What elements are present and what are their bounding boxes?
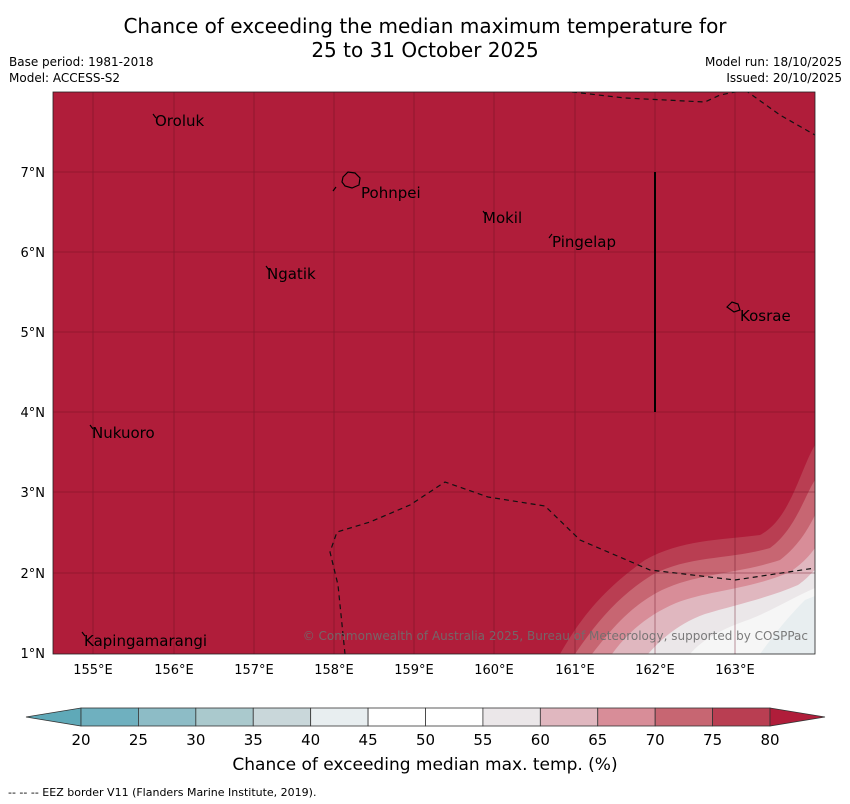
colorbar-tick-label: 40 [301, 731, 320, 749]
colorbar-bin [482, 707, 541, 727]
colorbar-bin [252, 707, 312, 727]
colorbar-bin [80, 707, 139, 727]
colorbar-bins [80, 707, 771, 727]
map-frame [52, 91, 816, 655]
model-name: Model: ACCESS-S2 [9, 71, 121, 85]
lon-label: 160°E [474, 663, 514, 678]
colorbar-bin [654, 707, 713, 727]
colorbar-tick-label: 75 [703, 731, 722, 749]
eez-borders [329, 92, 815, 654]
colorbar-bin [138, 707, 197, 727]
colorbar-bin [310, 707, 369, 727]
lat-label: 7°N [21, 166, 46, 181]
colorbar-tick-label: 45 [359, 731, 378, 749]
colorbar-bin [539, 707, 599, 727]
colorbar-tick-label: 55 [473, 731, 492, 749]
islands [81, 113, 741, 637]
label-mokil: Mokil [483, 209, 522, 227]
colorbar-title: Chance of exceeding median max. temp. (%… [232, 755, 618, 775]
lon-axis: 155°E 156°E 157°E 158°E 159°E 160°E 161°… [73, 663, 755, 678]
lat-label: 6°N [21, 246, 46, 261]
place-labels: Oroluk Pohnpei Mokil Pingelap Ngatik Kos… [84, 112, 791, 650]
colorbar-ticks: 20 25 30 35 40 45 50 55 60 65 70 75 80 [71, 731, 779, 749]
colorbar-arrow-low [25, 707, 82, 727]
colorbar-bin [425, 707, 484, 727]
model-run: Model run: 18/10/2025 [704, 55, 842, 69]
island-pingelap [548, 233, 553, 239]
colorbar-tick-label: 80 [760, 731, 779, 749]
footer-note: -- -- -- EEZ border V11 (Flanders Marine… [8, 786, 317, 799]
island-nukuoro [89, 424, 94, 430]
colorbar-bin [367, 707, 426, 727]
colorbar-tick-label: 50 [416, 731, 435, 749]
colorbar-tick-label: 65 [588, 731, 607, 749]
lat-label: 3°N [21, 486, 46, 501]
colorbar: 20 25 30 35 40 45 50 55 60 65 70 75 80 [25, 707, 826, 749]
colorbar-tick-label: 30 [186, 731, 205, 749]
lon-label: 156°E [154, 663, 194, 678]
lon-label: 155°E [73, 663, 113, 678]
colorbar-tick-label: 35 [244, 731, 263, 749]
island-kosrae-outline [726, 301, 741, 313]
label-kosrae: Kosrae [740, 307, 791, 325]
lon-label: 158°E [314, 663, 354, 678]
island-kapingamarangi [81, 631, 86, 637]
colorbar-arrow-high [769, 707, 826, 727]
lat-label: 5°N [21, 326, 46, 341]
colorbar-tick-label: 20 [71, 731, 90, 749]
label-oroluk: Oroluk [155, 112, 204, 130]
colorbar-bin [712, 707, 771, 727]
colorbar-bin [597, 707, 656, 727]
title-line-1: Chance of exceeding the median maximum t… [123, 14, 727, 38]
lon-label: 157°E [234, 663, 274, 678]
lat-label: 4°N [21, 406, 46, 421]
label-nukuoro: Nukuoro [92, 424, 155, 442]
copyright-notice: © Commonwealth of Australia 2025, Bureau… [303, 629, 808, 643]
lat-label: 2°N [21, 567, 46, 582]
title-line-2: 25 to 31 October 2025 [311, 38, 539, 62]
lon-label: 159°E [394, 663, 434, 678]
issued-date: Issued: 20/10/2025 [726, 71, 842, 85]
lat-label: 1°N [21, 647, 46, 662]
base-period: Base period: 1981-2018 [9, 55, 154, 69]
island-ngatik [265, 265, 270, 271]
lon-label: 162°E [635, 663, 675, 678]
colorbar-tick-label: 60 [531, 731, 550, 749]
colorbar-tick-label: 25 [129, 731, 148, 749]
contour-band-45 [760, 596, 815, 654]
label-pingelap: Pingelap [552, 233, 616, 251]
contour-bands [560, 445, 815, 654]
island-ant-atoll [332, 186, 337, 192]
gridlines [53, 92, 815, 654]
colorbar-bin [195, 707, 254, 727]
island-oroluk [152, 113, 157, 119]
eez-border-south [329, 481, 815, 654]
island-mokil [482, 210, 487, 216]
island-pohnpei-outline [341, 171, 361, 189]
lat-axis: 7°N 6°N 5°N 4°N 3°N 2°N 1°N [21, 166, 46, 662]
label-pohnpei: Pohnpei [361, 184, 421, 202]
label-kapingamarangi: Kapingamarangi [84, 632, 207, 650]
colorbar-tick-label: 70 [646, 731, 665, 749]
label-ngatik: Ngatik [267, 265, 316, 283]
lon-label: 163°E [715, 663, 755, 678]
lon-label: 161°E [555, 663, 595, 678]
